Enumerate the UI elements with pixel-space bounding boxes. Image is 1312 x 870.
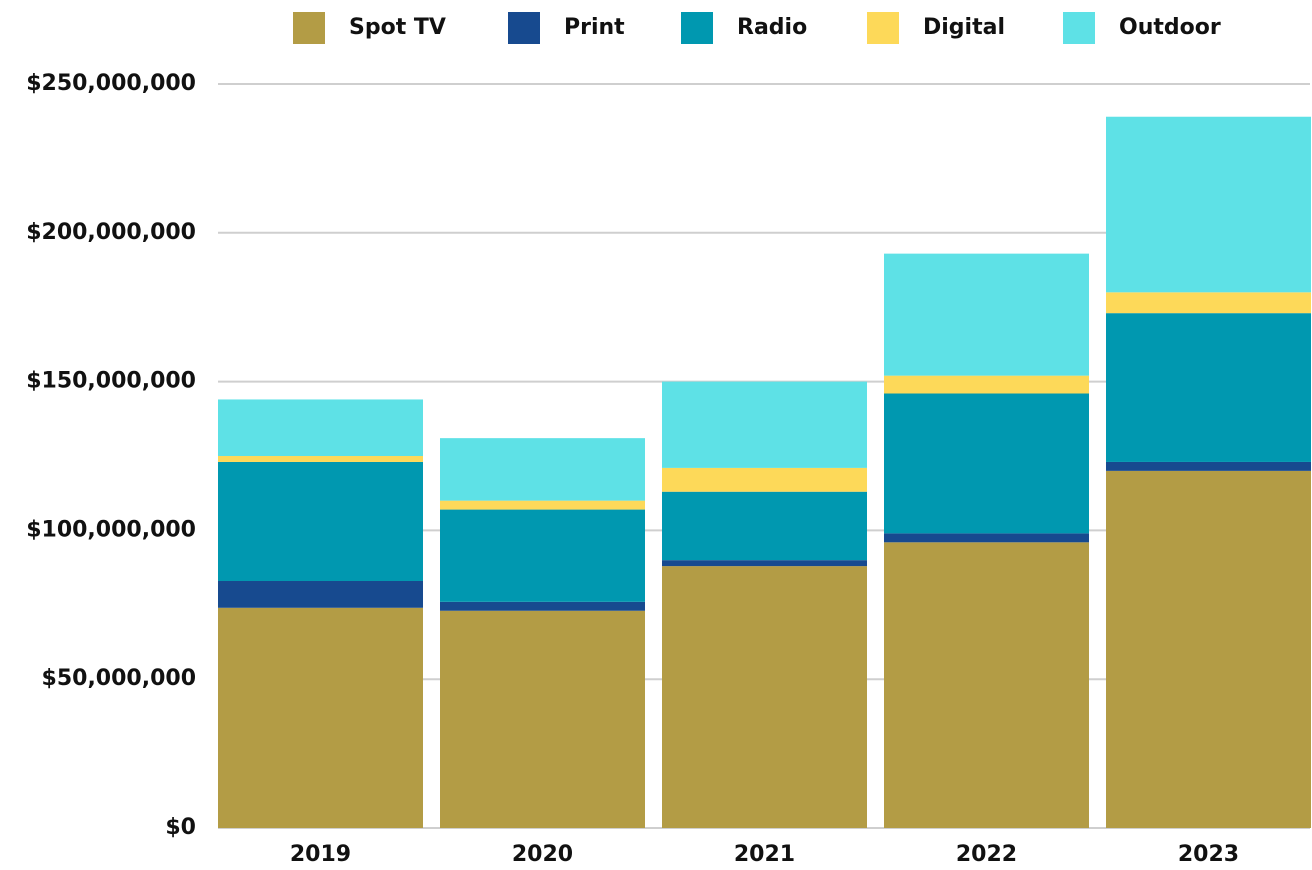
legend-swatch — [508, 12, 540, 44]
bar-segment — [884, 253, 1089, 376]
legend-swatch — [293, 12, 325, 44]
bar-segment — [662, 566, 867, 828]
legend-swatch — [867, 12, 899, 44]
x-tick-label: 2020 — [512, 842, 573, 867]
x-tick-label: 2019 — [290, 842, 351, 867]
legend-label: Spot TV — [349, 15, 446, 40]
y-tick-label: $0 — [165, 815, 196, 840]
y-tick-label: $100,000,000 — [26, 517, 196, 542]
bar-segment — [440, 438, 645, 501]
bar-segment — [218, 456, 423, 462]
legend-label: Outdoor — [1119, 15, 1221, 40]
x-tick-label: 2023 — [1178, 842, 1239, 867]
legend-swatch — [681, 12, 713, 44]
y-tick-label: $250,000,000 — [26, 71, 196, 96]
bar-segment — [440, 500, 645, 510]
bar-segment — [218, 461, 423, 581]
bar-segment — [662, 467, 867, 492]
legend-label: Radio — [737, 15, 807, 40]
bar-segment — [884, 533, 1089, 543]
bar-segment — [1106, 116, 1311, 293]
y-tick-label: $200,000,000 — [26, 220, 196, 245]
legend-swatch — [1063, 12, 1095, 44]
bar-segment — [440, 610, 645, 828]
bar-segment — [1106, 292, 1311, 314]
legend-label: Print — [564, 15, 625, 40]
bar-segment — [218, 607, 423, 828]
y-tick-label: $50,000,000 — [42, 666, 196, 691]
bar-segment — [884, 393, 1089, 534]
bar-segment — [1106, 313, 1311, 462]
bar-segment — [662, 491, 867, 561]
bar-segment — [662, 560, 867, 567]
bar-segment — [1106, 461, 1311, 471]
bar-segment — [662, 381, 867, 468]
y-tick-label: $150,000,000 — [26, 369, 196, 394]
bar-segment — [884, 542, 1089, 828]
bar-segment — [884, 375, 1089, 394]
bar-segment — [1106, 470, 1311, 828]
x-tick-label: 2022 — [956, 842, 1017, 867]
bar-segment — [218, 399, 423, 456]
x-tick-label: 2021 — [734, 842, 795, 867]
bar-segment — [218, 580, 423, 608]
legend-label: Digital — [923, 15, 1005, 40]
bar-segment — [440, 601, 645, 611]
bar-segment — [440, 509, 645, 602]
